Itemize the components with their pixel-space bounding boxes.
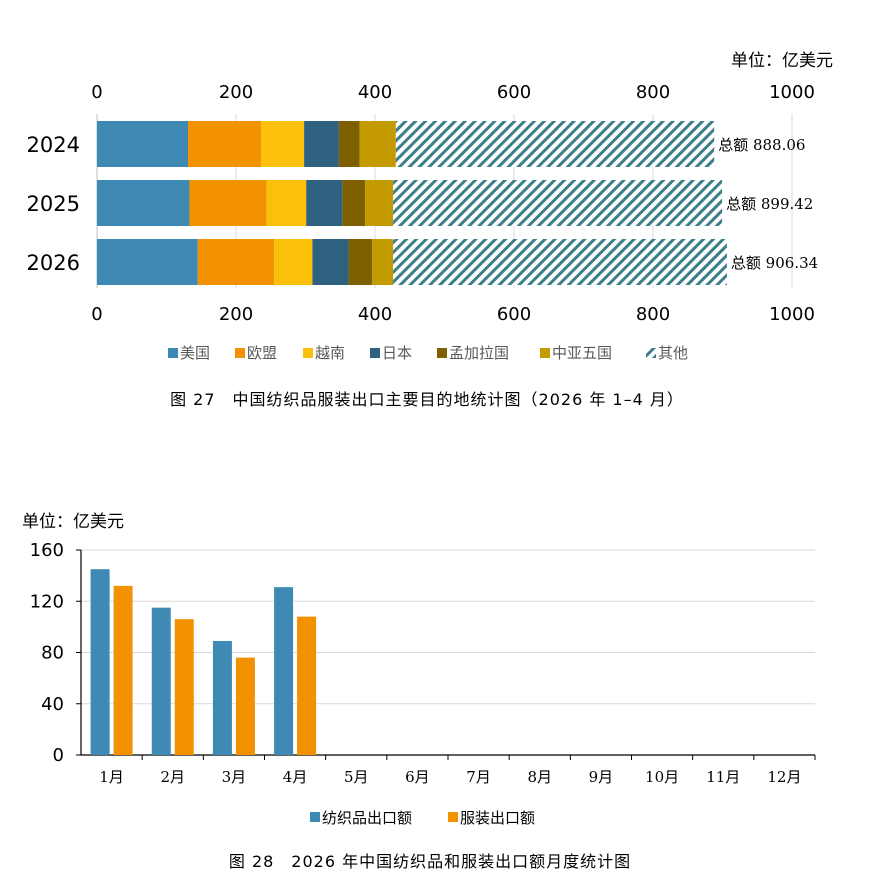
chart1-caption: 图 27 中国纺织品服装出口主要目的地统计图（2026 年 1–4 月） bbox=[170, 390, 684, 409]
x-tick-label: 3月 bbox=[222, 768, 247, 786]
chart2-legend: 纺织品出口额 服装出口额 bbox=[310, 809, 535, 827]
x-tick-label: 10月 bbox=[645, 768, 679, 786]
legend-label: 美国 bbox=[180, 344, 210, 362]
chart2-x-ticks: 1月 2月 3月 4月 5月 6月 7月 8月 9月 10月 11月 12月 bbox=[99, 755, 816, 786]
legend-swatch bbox=[540, 348, 550, 358]
x-tick-label-bottom: 1000 bbox=[769, 304, 815, 325]
x-tick-label-bottom: 600 bbox=[497, 304, 531, 325]
x-tick-label-bottom: 400 bbox=[358, 304, 392, 325]
bar-segment bbox=[189, 180, 267, 226]
chart1-bars bbox=[97, 121, 727, 285]
bar bbox=[90, 569, 110, 755]
chart2-caption: 图 28 2026 年中国纺织品和服装出口额月度统计图 bbox=[229, 852, 631, 871]
x-tick-label: 9月 bbox=[589, 768, 614, 786]
bar bbox=[274, 587, 294, 755]
x-tick-label: 7月 bbox=[466, 768, 491, 786]
bar-segment bbox=[97, 239, 198, 285]
bar-segment bbox=[197, 239, 275, 285]
chart1-legend: 美国 欧盟 越南 日本 孟加拉国 中亚五国 其他 bbox=[168, 344, 688, 362]
bar bbox=[113, 585, 133, 755]
total-label: 总额 888.06 bbox=[718, 136, 805, 154]
bar-segment bbox=[395, 121, 715, 167]
bar bbox=[212, 640, 232, 755]
bar bbox=[235, 657, 255, 755]
x-tick-label-top: 0 bbox=[91, 82, 102, 103]
x-tick-label: 8月 bbox=[527, 768, 552, 786]
bar-segment bbox=[348, 239, 373, 285]
x-tick-label-top: 600 bbox=[497, 82, 531, 103]
y-tick-label: 80 bbox=[41, 643, 64, 664]
legend-swatch bbox=[370, 348, 380, 358]
stacked-bar-chart: 单位：亿美元 0 200 400 600 800 1000 0 200 400 600 800 10… bbox=[27, 51, 833, 409]
x-tick-label: 4月 bbox=[283, 768, 308, 786]
legend-label: 中亚五国 bbox=[552, 344, 612, 362]
chart2-gridlines bbox=[81, 549, 815, 705]
bar-segment bbox=[306, 180, 343, 226]
y-tick-label: 160 bbox=[30, 540, 64, 561]
legend-swatch bbox=[646, 348, 656, 358]
bar bbox=[151, 607, 171, 755]
bar-segment bbox=[359, 121, 396, 167]
legend-swatch bbox=[437, 348, 447, 358]
bar bbox=[297, 616, 317, 755]
x-tick-label-bottom: 0 bbox=[91, 304, 102, 325]
category-label: 2025 bbox=[27, 192, 80, 216]
x-tick-label-top: 400 bbox=[358, 82, 392, 103]
chart2-bars bbox=[90, 569, 317, 755]
x-tick-label-top: 200 bbox=[219, 82, 253, 103]
bar-segment bbox=[188, 121, 262, 167]
category-label: 2024 bbox=[27, 133, 80, 157]
x-tick-label: 12月 bbox=[767, 768, 801, 786]
y-tick-label: 0 bbox=[53, 745, 64, 766]
x-tick-label: 6月 bbox=[405, 768, 430, 786]
x-tick-label: 5月 bbox=[344, 768, 369, 786]
x-tick-label: 2月 bbox=[160, 768, 185, 786]
monthly-bar-chart: 单位：亿美元 0 40 80 120 160 1月 2月 3月 4月 5月 6月 7月 8月 9月 10月… bbox=[22, 512, 816, 871]
legend-swatch bbox=[310, 812, 320, 822]
bar-segment bbox=[274, 239, 313, 285]
x-tick-label-top: 800 bbox=[636, 82, 670, 103]
x-tick-label: 11月 bbox=[706, 768, 740, 786]
legend-swatch bbox=[303, 348, 313, 358]
chart1-unit: 单位：亿美元 bbox=[731, 51, 833, 71]
chart1-total-labels: 总额 888.06 总额 899.42 总额 906.34 bbox=[718, 136, 818, 272]
bar-segment bbox=[393, 239, 727, 285]
legend-label: 越南 bbox=[315, 344, 345, 362]
x-tick-label-top: 1000 bbox=[769, 82, 815, 103]
total-label: 总额 906.34 bbox=[731, 254, 818, 272]
bar-segment bbox=[342, 180, 366, 226]
legend-swatch bbox=[168, 348, 178, 358]
bar bbox=[174, 619, 194, 755]
x-tick-label-bottom: 200 bbox=[219, 304, 253, 325]
y-tick-label: 40 bbox=[41, 694, 64, 715]
chart1-bottom-ticks: 0 200 400 600 800 1000 bbox=[91, 304, 815, 325]
x-tick-label: 1月 bbox=[99, 768, 124, 786]
bar-segment bbox=[261, 121, 305, 167]
bar-segment bbox=[97, 180, 190, 226]
bar-segment bbox=[372, 239, 394, 285]
bar-segment bbox=[312, 239, 349, 285]
legend-label: 纺织品出口额 bbox=[322, 809, 412, 827]
bar-segment bbox=[97, 121, 189, 167]
chart2-unit: 单位：亿美元 bbox=[22, 512, 124, 532]
bar-segment bbox=[338, 121, 360, 167]
bar-segment bbox=[393, 180, 723, 226]
legend-swatch bbox=[448, 812, 458, 822]
y-tick-label: 120 bbox=[30, 591, 64, 612]
chart1-categories: 2024 2025 2026 bbox=[27, 133, 80, 275]
legend-swatch bbox=[235, 348, 245, 358]
chart2-y-ticks: 0 40 80 120 160 bbox=[30, 540, 81, 766]
bar-segment bbox=[365, 180, 394, 226]
total-label: 总额 899.42 bbox=[726, 195, 813, 213]
legend-label: 孟加拉国 bbox=[449, 344, 509, 362]
legend-label: 服装出口额 bbox=[460, 809, 535, 827]
x-tick-label-bottom: 800 bbox=[636, 304, 670, 325]
legend-label: 其他 bbox=[658, 344, 688, 362]
category-label: 2026 bbox=[27, 251, 80, 275]
bar-segment bbox=[304, 121, 339, 167]
chart1-top-ticks: 0 200 400 600 800 1000 bbox=[91, 82, 815, 103]
legend-label: 欧盟 bbox=[247, 344, 277, 362]
legend-label: 日本 bbox=[382, 344, 412, 362]
bar-segment bbox=[266, 180, 307, 226]
